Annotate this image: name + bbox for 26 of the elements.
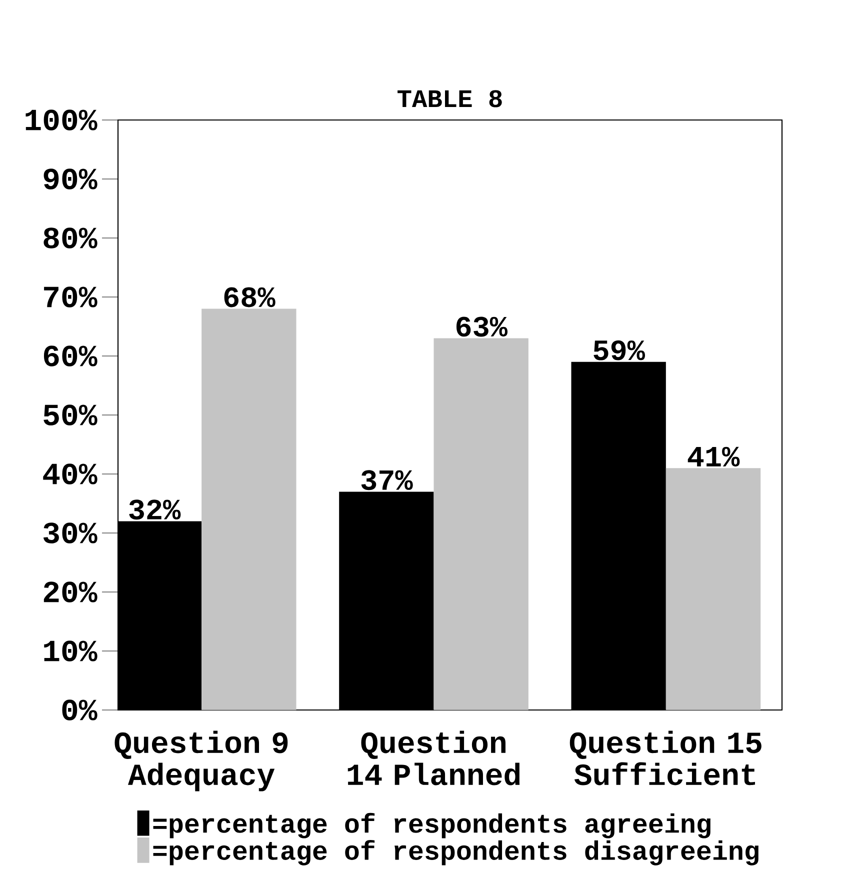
y-tick-label: 70% (44, 286, 98, 308)
x-tick-label: Question 15 Sufficient (570, 730, 762, 786)
chart-title: TABLE 8 (398, 90, 502, 108)
y-tick-label: 10% (44, 640, 98, 662)
data-label: 37% (361, 470, 413, 490)
data-label: 59% (594, 340, 646, 360)
y-tick-label: 30% (43, 522, 98, 544)
data-label: 32% (129, 500, 181, 520)
y-tick-label: 60% (44, 346, 98, 366)
y-tick-label: 100% (26, 110, 98, 130)
bar (434, 338, 528, 710)
legend-label: =percentage of respondents agreeing (153, 812, 710, 838)
x-tick-label: Question 14 Planned (348, 730, 520, 786)
x-tick-label: Question 9 Adequacy (114, 730, 288, 792)
bar (202, 308, 296, 710)
y-tick-label: 20% (44, 582, 98, 602)
y-tick-label: 90% (44, 168, 98, 190)
bar (666, 468, 761, 710)
y-tick-label: 0% (62, 700, 98, 720)
data-label: 63% (456, 316, 508, 337)
y-tick-label: 40% (43, 464, 98, 484)
data-label: 68% (224, 287, 276, 308)
legend-label: =percentage of respondents disagreeing (153, 840, 758, 866)
y-tick-label: 80% (44, 228, 98, 248)
data-label: 41% (688, 446, 740, 466)
y-tick-label: 50% (44, 404, 98, 426)
